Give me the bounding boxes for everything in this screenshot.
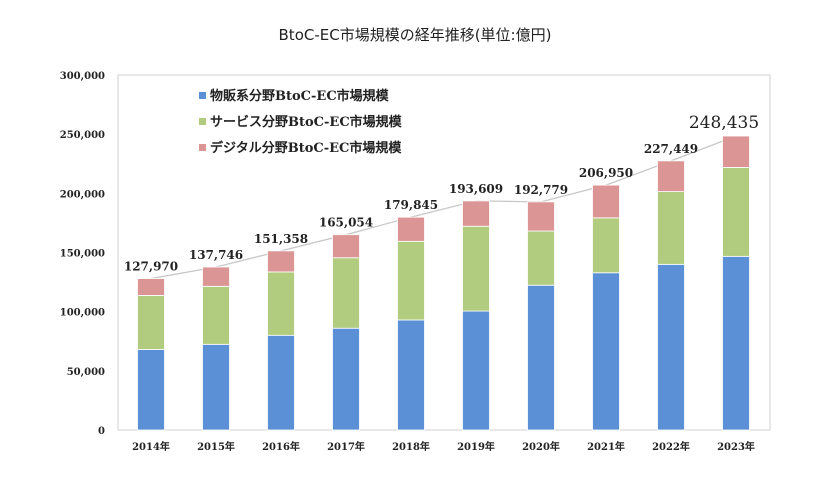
y-tick-label: 300,000 <box>60 71 105 82</box>
bar-segment-1 <box>137 295 165 350</box>
bar-segment-0 <box>137 349 165 431</box>
total-data-label: 227,449 <box>644 142 698 156</box>
legend-label: デジタル分野BtoC-EC市場規模 <box>210 140 402 156</box>
x-tick-label: 2017年 <box>327 440 365 453</box>
bar-segment-0 <box>202 343 230 431</box>
total-data-label: 192,779 <box>514 183 568 197</box>
bar-segment-1 <box>202 285 230 345</box>
x-tick-label: 2018年 <box>392 440 430 453</box>
y-tick-label: 250,000 <box>60 130 105 141</box>
total-data-label: 165,054 <box>319 216 373 230</box>
total-data-label: 248,435 <box>689 113 759 133</box>
bar-segment-1 <box>267 271 295 336</box>
bar-segment-0 <box>527 284 555 431</box>
bar-segment-2 <box>657 160 685 192</box>
legend-swatch <box>199 144 206 151</box>
plot-frame <box>117 74 771 431</box>
total-data-label: 179,845 <box>384 198 438 212</box>
bar-segment-2 <box>462 200 490 227</box>
bar-segment-2 <box>592 184 620 219</box>
bar-segment-2 <box>137 278 165 296</box>
total-data-label: 151,358 <box>254 232 308 246</box>
total-data-label: 127,970 <box>124 260 178 274</box>
bar-segment-0 <box>722 255 750 431</box>
bar-segment-2 <box>202 266 230 287</box>
y-tick-label: 100,000 <box>60 308 105 319</box>
y-tick-label: 200,000 <box>60 189 105 200</box>
legend-label: 物販系分野BtoC-EC市場規模 <box>210 88 390 104</box>
bar-segment-1 <box>722 166 750 257</box>
bar-segment-1 <box>397 240 425 321</box>
bar-segment-1 <box>462 225 490 312</box>
x-tick-label: 2014年 <box>132 440 170 453</box>
bar-segment-2 <box>267 250 295 273</box>
legend-swatch <box>199 118 206 125</box>
x-tick-label: 2022年 <box>652 440 690 453</box>
bar-segment-1 <box>592 217 620 274</box>
bar-segment-1 <box>527 230 555 286</box>
y-tick-label: 0 <box>98 426 105 437</box>
x-tick-label: 2020年 <box>522 440 560 453</box>
bar-segment-1 <box>657 191 685 265</box>
x-tick-label: 2021年 <box>587 440 625 453</box>
bar-segment-0 <box>592 272 620 431</box>
x-tick-label: 2016年 <box>262 440 300 453</box>
bar-segment-0 <box>657 263 685 431</box>
bar-segment-0 <box>397 319 425 431</box>
total-data-label: 206,950 <box>579 166 633 180</box>
y-tick-label: 150,000 <box>60 249 105 260</box>
x-tick-label: 2015年 <box>197 440 235 453</box>
total-line <box>150 135 737 280</box>
bar-segment-0 <box>332 327 360 431</box>
total-data-label: 193,609 <box>449 182 503 196</box>
bar-segment-2 <box>527 201 555 232</box>
bar-segment-0 <box>462 310 490 431</box>
y-tick-label: 50,000 <box>67 367 105 378</box>
bar-segment-2 <box>722 135 750 168</box>
x-tick-label: 2023年 <box>717 440 755 453</box>
legend-swatch <box>199 92 206 99</box>
bar-segment-1 <box>332 257 360 329</box>
bar-segment-2 <box>332 234 360 259</box>
bar-segment-0 <box>267 334 295 431</box>
legend-label: サービス分野BtoC-EC市場規模 <box>210 114 403 130</box>
total-data-label: 137,746 <box>189 248 243 262</box>
chart-title: BtoC-EC市場規模の経年推移(単位:億円) <box>279 26 552 44</box>
x-tick-label: 2019年 <box>457 440 495 453</box>
bar-segment-2 <box>397 216 425 242</box>
